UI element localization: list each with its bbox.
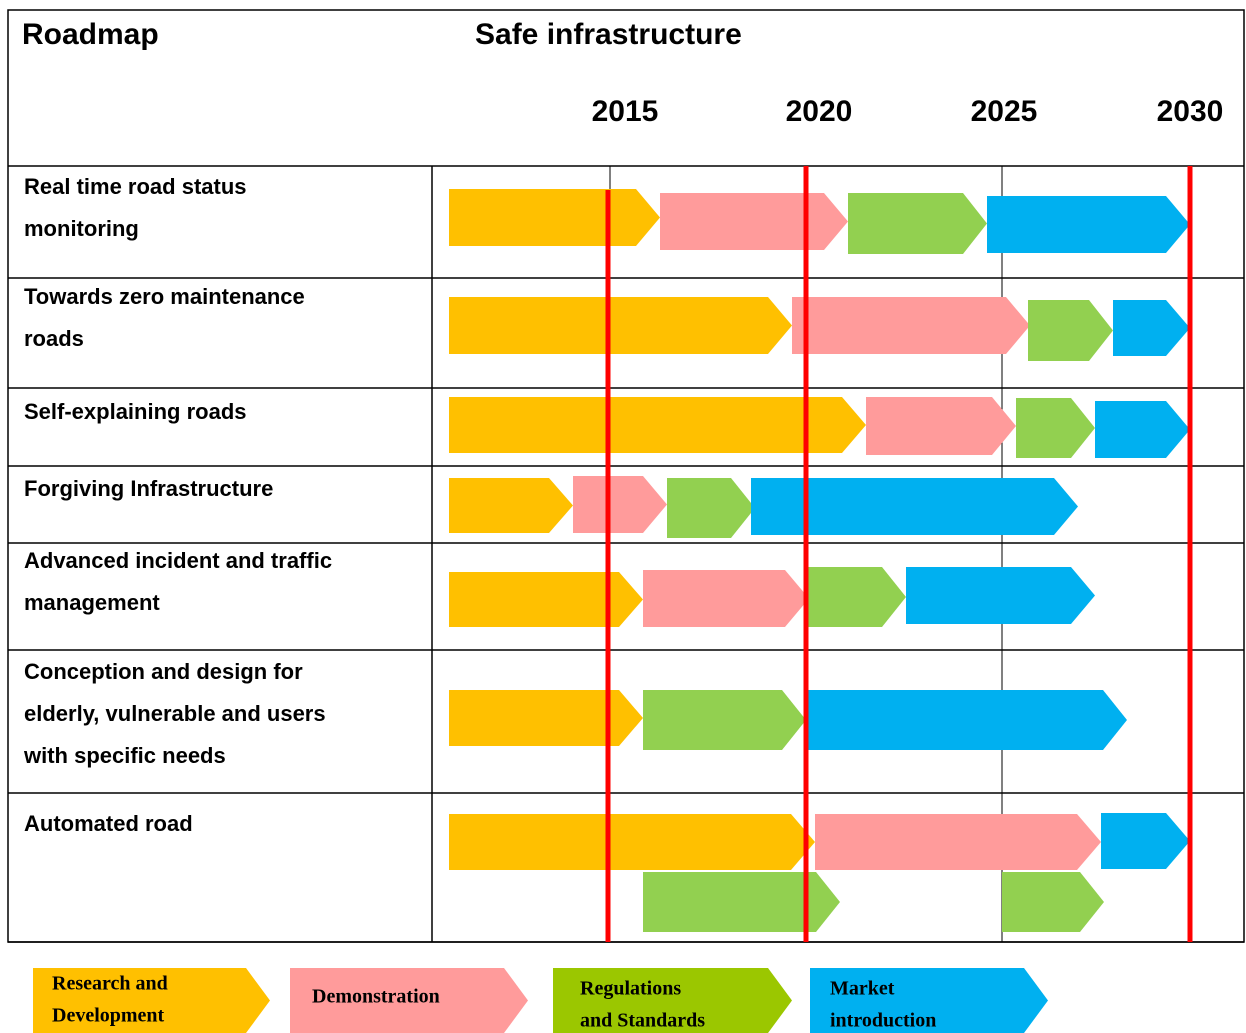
year-label: 2025 <box>971 95 1038 128</box>
phase-arrow <box>987 196 1190 253</box>
legend-arrow <box>810 968 1048 1033</box>
row-label: management <box>24 590 160 615</box>
phase-arrow <box>449 189 660 246</box>
legend-label: Demonstration <box>312 986 440 1008</box>
legend-label: Research and <box>52 973 168 995</box>
phase-arrow <box>449 397 866 453</box>
subtitle: Safe infrastructure <box>475 18 742 51</box>
row-label: Real time road status <box>24 174 247 199</box>
phase-arrow <box>643 570 809 627</box>
legend-label: introduction <box>830 1010 936 1032</box>
legend-label: Market <box>830 978 895 1000</box>
phase-arrow <box>1101 813 1190 869</box>
year-label: 2020 <box>786 95 853 128</box>
row-label: Self-explaining roads <box>24 399 247 424</box>
phase-arrow <box>1113 300 1190 356</box>
legend-arrow <box>290 968 528 1033</box>
phase-arrow <box>808 567 906 627</box>
legend-label: and Standards <box>580 1010 705 1032</box>
row-label: roads <box>24 326 84 351</box>
phase-arrow <box>906 567 1095 624</box>
legend-arrow <box>553 968 792 1033</box>
phase-arrow <box>449 478 573 533</box>
title: Roadmap <box>22 18 159 51</box>
year-label: 2030 <box>1157 95 1224 128</box>
phase-arrow <box>1002 872 1104 932</box>
row-label: elderly, vulnerable and users <box>24 701 326 726</box>
phase-arrow <box>751 478 1078 535</box>
phase-arrow <box>573 476 667 533</box>
phase-arrow <box>792 297 1030 354</box>
phase-arrow <box>449 572 643 627</box>
legend-arrow <box>33 968 270 1033</box>
phase-arrow <box>660 193 848 250</box>
phase-arrow <box>449 690 643 746</box>
row-label: with specific needs <box>23 743 226 768</box>
phase-arrow <box>643 872 840 932</box>
phase-arrow <box>643 690 806 750</box>
phase-arrow <box>449 297 792 354</box>
phase-arrow <box>1095 401 1190 458</box>
phase-arrow <box>667 478 755 538</box>
phase-arrow <box>1028 300 1113 361</box>
row-label: Forgiving Infrastructure <box>24 476 273 501</box>
row-label: Automated road <box>24 811 193 836</box>
row-label: Advanced incident and traffic <box>24 548 332 573</box>
phase-arrow <box>1016 398 1095 458</box>
phase-arrow <box>848 193 987 254</box>
phase-arrow <box>806 690 1127 750</box>
legend-label: Regulations <box>580 978 681 1000</box>
phase-arrow <box>815 814 1101 870</box>
row-label: Conception and design for <box>24 659 303 684</box>
row-label: Towards zero maintenance <box>24 284 305 309</box>
legend-label: Development <box>52 1005 165 1027</box>
phase-arrow <box>449 814 815 870</box>
row-label: monitoring <box>24 216 139 241</box>
year-label: 2015 <box>592 95 659 128</box>
phase-arrow <box>866 397 1016 455</box>
